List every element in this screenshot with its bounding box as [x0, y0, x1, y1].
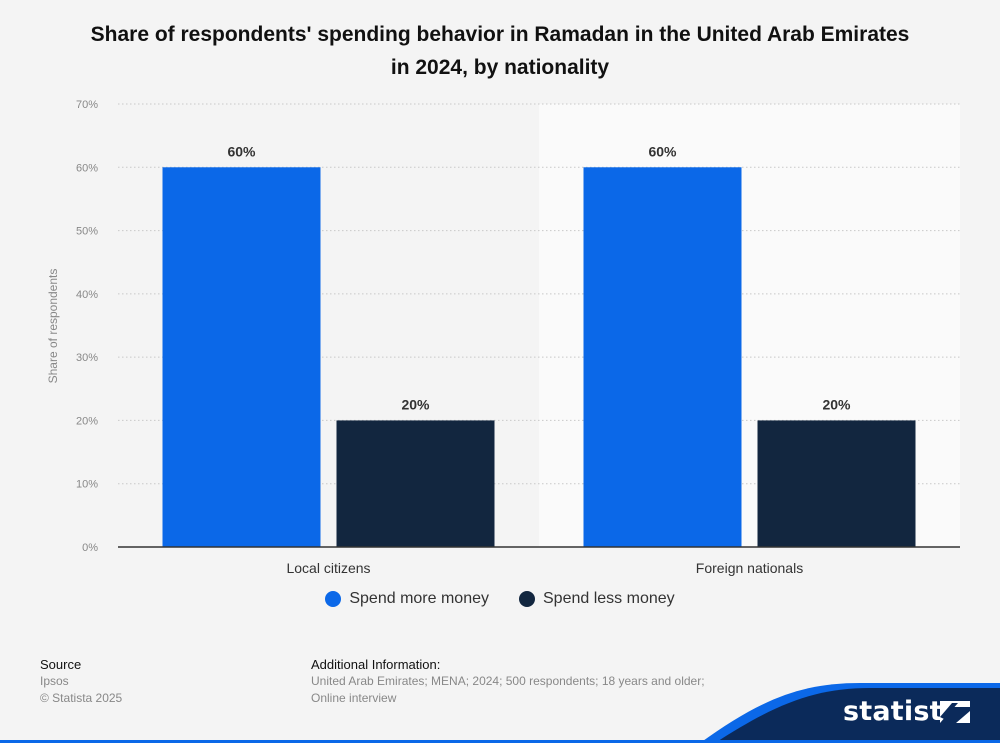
bar-value-label: 20% — [822, 396, 851, 412]
bar-value-label: 20% — [401, 396, 430, 412]
legend-label-spend-more: Spend more money — [349, 590, 489, 607]
additional-info-line-2: Online interview — [311, 691, 397, 705]
additional-info-heading: Additional Information: — [311, 657, 441, 672]
y-tick-label: 30% — [76, 352, 98, 364]
y-tick-label: 40% — [76, 289, 98, 301]
bar — [162, 167, 321, 548]
bars — [162, 167, 916, 548]
chart-title-line-2: in 2024, by nationality — [390, 56, 610, 79]
bar — [336, 420, 495, 547]
y-tick-label: 60% — [76, 162, 98, 174]
x-tick-label: Local citizens — [286, 560, 370, 576]
y-tick-label: 70% — [76, 99, 98, 111]
legend-item-spend-less[interactable]: Spend less money — [519, 590, 675, 608]
legend-item-spend-more[interactable]: Spend more money — [325, 590, 489, 608]
value-labels: 60% 20% 60% 20% — [227, 143, 851, 412]
x-axis-labels: Local citizens Foreign nationals — [286, 560, 803, 576]
y-tick-label: 50% — [76, 226, 98, 238]
y-tick-label: 10% — [76, 479, 98, 491]
chart-title-line-1: Share of respondents' spending behavior … — [90, 23, 910, 46]
legend-marker-spend-less — [519, 591, 535, 607]
copyright-text: © Statista 2025 — [40, 691, 123, 705]
additional-info-block: Additional Information: United Arab Emir… — [311, 656, 705, 707]
y-axis-ticks: 0% 10% 20% 30% 40% 50% 60% 70% — [76, 99, 98, 554]
bar-chart: 0% 10% 20% 30% 40% 50% 60% 70% 60% 20% 60% 20% Loc… — [46, 99, 960, 576]
bar — [583, 167, 742, 548]
legend-label-spend-less: Spend less money — [543, 590, 675, 607]
statista-logo-icon — [940, 701, 970, 723]
legend-marker-spend-more — [325, 591, 342, 607]
source-name: Ipsos — [40, 674, 69, 688]
source-heading: Source — [40, 657, 82, 672]
chart-title: Share of respondents' spending behavior … — [60, 18, 940, 84]
bar-value-label: 60% — [648, 143, 677, 159]
source-block: Source Ipsos © Statista 2025 — [40, 656, 122, 707]
additional-info-line-1: United Arab Emirates; MENA; 2024; 500 re… — [311, 674, 705, 688]
legend: Spend more money Spend less money — [0, 590, 1000, 608]
bar-value-label: 60% — [227, 143, 256, 159]
y-axis-title: Share of respondents — [46, 269, 60, 384]
y-tick-label: 0% — [82, 542, 98, 554]
y-tick-label: 20% — [76, 415, 98, 427]
bar — [757, 420, 916, 547]
x-tick-label: Foreign nationals — [696, 560, 803, 576]
